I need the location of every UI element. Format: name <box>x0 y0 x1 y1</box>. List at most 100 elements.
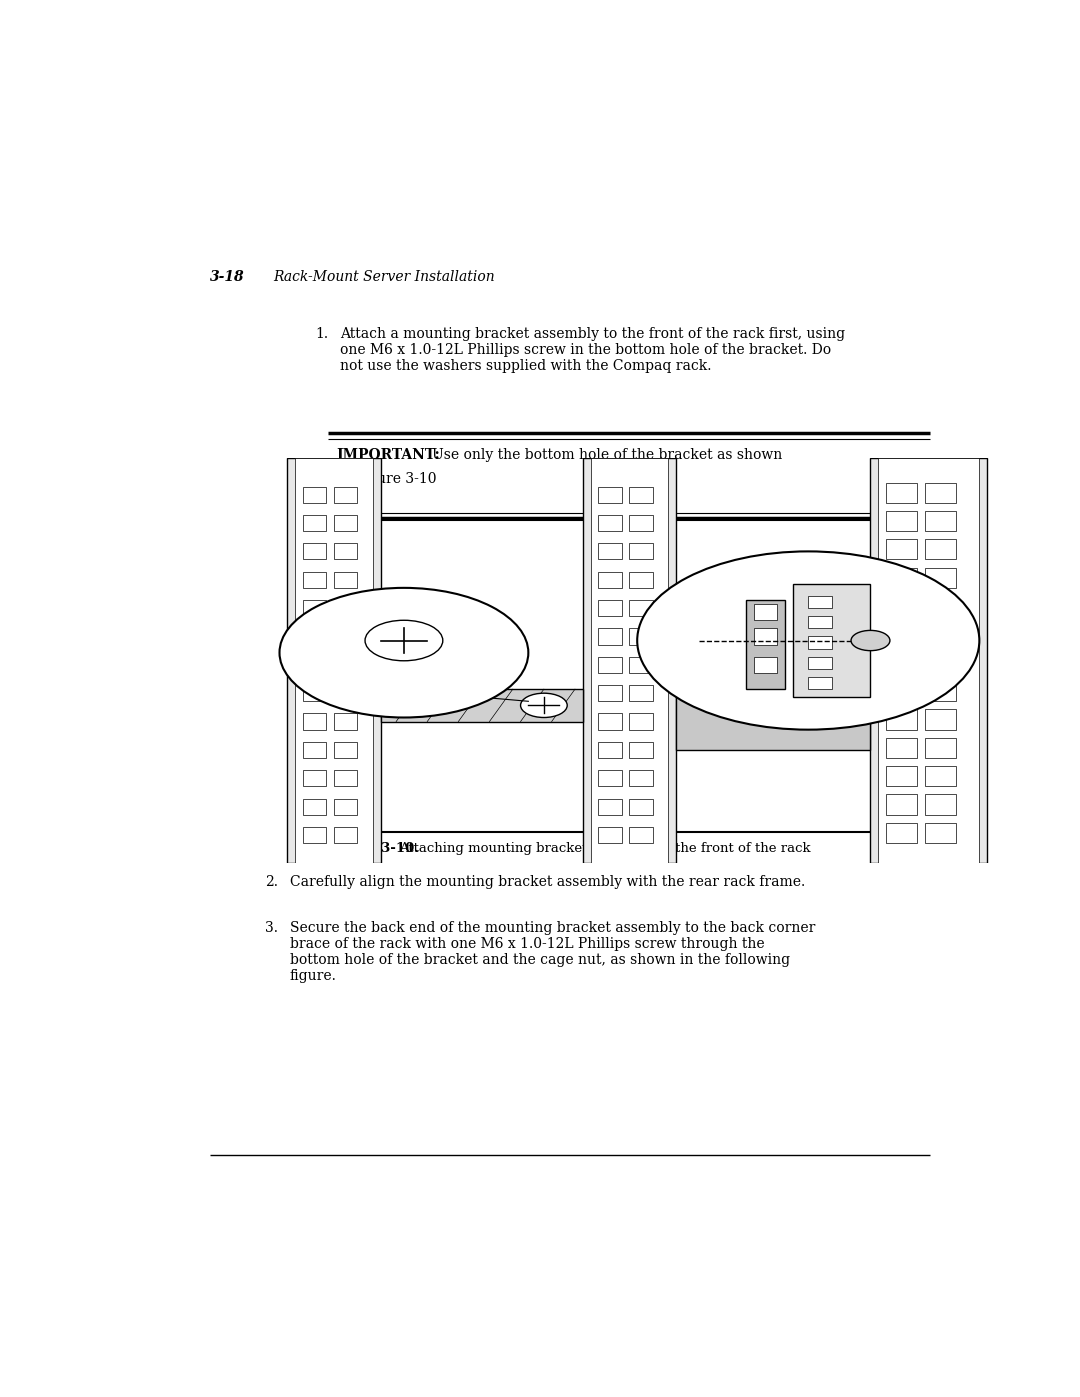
Bar <box>676 661 870 750</box>
Bar <box>598 827 622 844</box>
Bar <box>591 458 669 863</box>
Bar <box>334 571 357 588</box>
Bar <box>598 770 622 787</box>
Bar <box>302 685 326 701</box>
Bar <box>334 770 357 787</box>
Text: Secure the back end of the mounting bracket assembly to the back corner
brace of: Secure the back end of the mounting brac… <box>289 921 815 983</box>
Bar <box>598 543 622 560</box>
Bar <box>598 486 622 503</box>
Bar <box>886 710 917 729</box>
Bar <box>924 482 956 503</box>
Bar <box>808 597 832 608</box>
Bar <box>924 624 956 644</box>
Bar <box>754 657 778 673</box>
Text: Rack-Mount Server Installation: Rack-Mount Server Installation <box>273 270 495 284</box>
Bar <box>302 601 326 616</box>
Text: Figure 3-10.: Figure 3-10. <box>327 842 419 855</box>
Text: IMPORTANT:: IMPORTANT: <box>336 448 440 462</box>
Bar <box>630 629 652 644</box>
Text: 2.: 2. <box>265 876 278 890</box>
Bar <box>302 515 326 531</box>
Circle shape <box>365 620 443 661</box>
Bar <box>808 616 832 629</box>
Bar <box>334 657 357 673</box>
Text: 1.: 1. <box>315 327 328 341</box>
Bar <box>583 458 676 863</box>
Bar <box>334 515 357 531</box>
Bar <box>630 827 652 844</box>
Bar <box>886 624 917 644</box>
Bar <box>598 685 622 701</box>
Bar <box>870 458 987 863</box>
Bar <box>334 601 357 616</box>
Bar <box>630 770 652 787</box>
FancyBboxPatch shape <box>327 521 930 833</box>
Bar <box>808 678 832 689</box>
Bar <box>886 511 917 531</box>
Text: in Figure 3-10: in Figure 3-10 <box>336 472 436 486</box>
Bar <box>808 637 832 648</box>
Bar <box>630 685 652 701</box>
Bar <box>924 682 956 701</box>
Bar <box>334 543 357 560</box>
Bar <box>630 486 652 503</box>
Bar <box>302 799 326 814</box>
Text: 3-18: 3-18 <box>211 270 245 284</box>
Bar <box>334 827 357 844</box>
Bar <box>334 799 357 814</box>
Bar <box>886 682 917 701</box>
Text: Carefully align the mounting bracket assembly with the rear rack frame.: Carefully align the mounting bracket ass… <box>289 876 805 890</box>
Bar <box>886 567 917 588</box>
Bar <box>334 714 357 729</box>
Bar <box>924 710 956 729</box>
Circle shape <box>521 693 567 718</box>
Bar <box>754 604 778 620</box>
Text: Attaching mounting bracket assembly to the front of the rack: Attaching mounting bracket assembly to t… <box>399 842 810 855</box>
Bar <box>924 567 956 588</box>
Bar <box>886 652 917 673</box>
Bar <box>302 714 326 729</box>
Bar <box>924 738 956 759</box>
Circle shape <box>280 588 528 718</box>
Bar <box>630 571 652 588</box>
Bar <box>924 539 956 560</box>
Bar <box>630 714 652 729</box>
Bar <box>630 543 652 560</box>
Bar <box>295 458 373 863</box>
Bar <box>924 511 956 531</box>
Bar <box>630 742 652 759</box>
Bar <box>754 629 778 644</box>
Bar <box>598 657 622 673</box>
Bar <box>924 652 956 673</box>
Bar <box>630 799 652 814</box>
Bar <box>630 601 652 616</box>
Bar <box>598 629 622 644</box>
Bar <box>302 827 326 844</box>
Bar <box>302 629 326 644</box>
Circle shape <box>637 552 980 729</box>
Bar <box>886 597 917 616</box>
Bar <box>886 482 917 503</box>
Bar <box>287 458 380 863</box>
Bar <box>630 657 652 673</box>
Bar <box>924 795 956 814</box>
Bar <box>302 657 326 673</box>
Circle shape <box>851 630 890 651</box>
Bar <box>302 742 326 759</box>
Bar <box>886 738 917 759</box>
Bar <box>924 823 956 844</box>
Bar <box>598 601 622 616</box>
Bar <box>598 515 622 531</box>
Bar <box>598 742 622 759</box>
Bar <box>746 601 785 689</box>
Text: Attach a mounting bracket assembly to the front of the rack first, using
one M6 : Attach a mounting bracket assembly to th… <box>340 327 846 373</box>
Bar <box>886 823 917 844</box>
Text: 3.: 3. <box>265 921 278 935</box>
Bar <box>334 742 357 759</box>
Bar <box>878 458 980 863</box>
Bar <box>886 539 917 560</box>
Bar <box>886 795 917 814</box>
Bar <box>886 766 917 787</box>
Bar <box>302 571 326 588</box>
Bar <box>302 543 326 560</box>
